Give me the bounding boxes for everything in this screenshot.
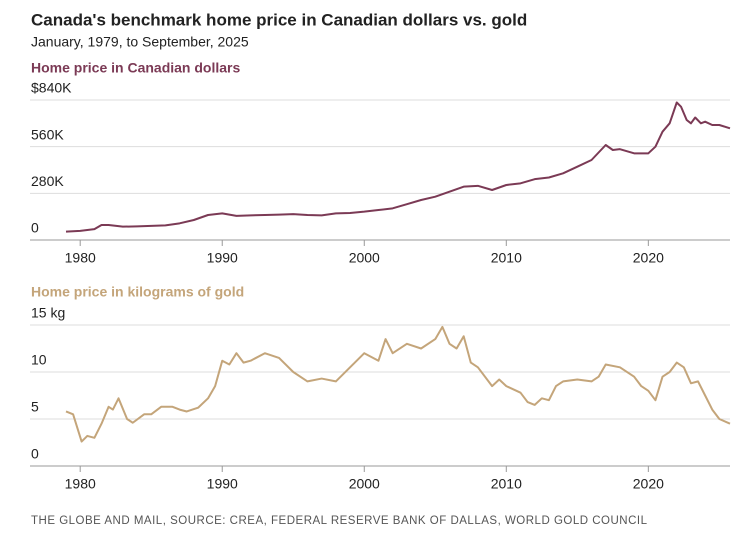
data-line [65, 101, 731, 233]
source-note: THE GLOBE AND MAIL, SOURCE: CREA, FEDERA… [31, 515, 648, 527]
page-title: Canada's benchmark home price in Canadia… [31, 10, 527, 29]
x-tick-label: 2000 [349, 476, 380, 492]
x-tick-label: 2010 [491, 250, 522, 266]
y-tick-label: 560K [31, 126, 64, 142]
x-tick-label: 1980 [65, 250, 96, 266]
y-tick-label: 0 [31, 220, 39, 236]
x-tick-label: 2020 [633, 250, 664, 266]
chart-title: Home price in Canadian dollars [31, 60, 240, 76]
x-tick-label: 2010 [491, 476, 522, 492]
x-tick-label: 1980 [65, 476, 96, 492]
y-tick-label: 280K [31, 173, 64, 189]
chart-title: Home price in kilograms of gold [31, 284, 244, 300]
page-subtitle: January, 1979, to September, 2025 [31, 34, 249, 50]
x-tick-label: 1990 [207, 476, 238, 492]
y-tick-label: $840K [31, 80, 72, 96]
x-tick-label: 2020 [633, 476, 664, 492]
y-tick-label: 10 [31, 352, 47, 368]
x-tick-label: 2000 [349, 250, 380, 266]
data-line [65, 325, 731, 443]
y-tick-label: 5 [31, 399, 39, 415]
x-tick-label: 1990 [207, 250, 238, 266]
y-tick-label: 0 [31, 446, 39, 462]
y-tick-label: 15 kg [31, 305, 65, 321]
